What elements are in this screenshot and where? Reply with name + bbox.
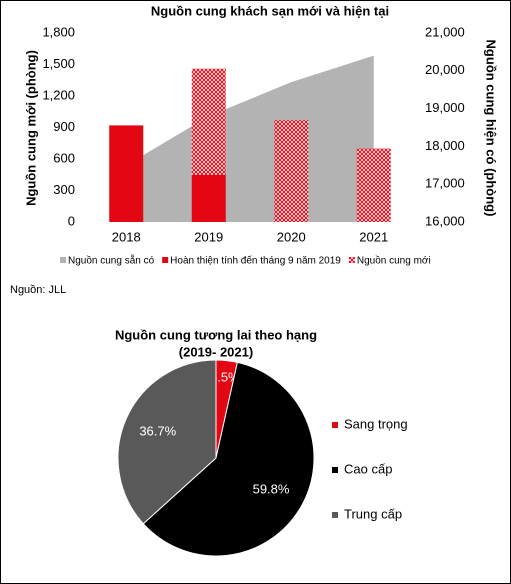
y-axis-title: Nguồn cung mới (phòng) bbox=[23, 50, 38, 206]
legend-marker bbox=[332, 422, 338, 428]
y-tick-label: 300 bbox=[53, 182, 75, 197]
legend-marker bbox=[332, 467, 338, 473]
legend-marker bbox=[162, 257, 169, 263]
y2-tick-label: 18,000 bbox=[425, 138, 465, 153]
bar bbox=[109, 125, 144, 222]
y-tick-label: 0 bbox=[68, 213, 75, 228]
data-label: 3.5% bbox=[210, 370, 240, 385]
y-tick-label: 1,200 bbox=[42, 87, 75, 102]
y-tick-label: 600 bbox=[53, 150, 75, 165]
legend-label: Sang trọng bbox=[344, 416, 408, 431]
x-tick-label: 2019 bbox=[194, 229, 223, 244]
x-tick-label: 2018 bbox=[112, 229, 141, 244]
pie-slice bbox=[117, 359, 217, 525]
x-tick-label: 2020 bbox=[277, 229, 306, 244]
data-label: 36.7% bbox=[139, 424, 176, 439]
legend-marker bbox=[60, 257, 66, 263]
source: Nguồn: JLL bbox=[10, 284, 66, 296]
legend-marker bbox=[332, 512, 338, 518]
legend-label: Nguồn cung sẵn có bbox=[68, 254, 155, 267]
y2-tick-label: 21,000 bbox=[425, 24, 465, 39]
y2-tick-label: 16,000 bbox=[425, 213, 465, 228]
legend-label: Trung cấp bbox=[344, 506, 402, 521]
y2-tick-label: 17,000 bbox=[425, 176, 465, 191]
y2-tick-label: 20,000 bbox=[425, 62, 465, 77]
bar bbox=[191, 174, 226, 222]
legend-marker bbox=[348, 257, 355, 263]
legend-label: Cao cấp bbox=[344, 461, 392, 476]
data-label: 59.8% bbox=[253, 482, 290, 497]
chart-title: Nguồn cung khách sạn mới và hiện tại bbox=[151, 3, 389, 18]
y-tick-label: 900 bbox=[53, 119, 75, 134]
y2-tick-label: 19,000 bbox=[425, 100, 465, 115]
x-tick-label: 2021 bbox=[359, 229, 388, 244]
legend-label: Hoàn thiện tính đến tháng 9 năm 2019 bbox=[170, 255, 341, 267]
pie-slice bbox=[142, 361, 315, 557]
y-tick-label: 1,800 bbox=[42, 24, 75, 39]
y-tick-label: 1,500 bbox=[42, 56, 75, 71]
area bbox=[126, 55, 374, 223]
bar bbox=[191, 68, 226, 175]
pie-subtitle: (2019- 2021) bbox=[179, 344, 253, 359]
bar bbox=[356, 148, 391, 222]
bar bbox=[274, 120, 309, 222]
legend-label: Nguồn cung mới bbox=[357, 255, 431, 267]
y2-axis-title: Nguồn cung hiện có (phòng) bbox=[484, 40, 499, 217]
pie-title: Nguồn cung tương lai theo hạng bbox=[115, 327, 317, 342]
